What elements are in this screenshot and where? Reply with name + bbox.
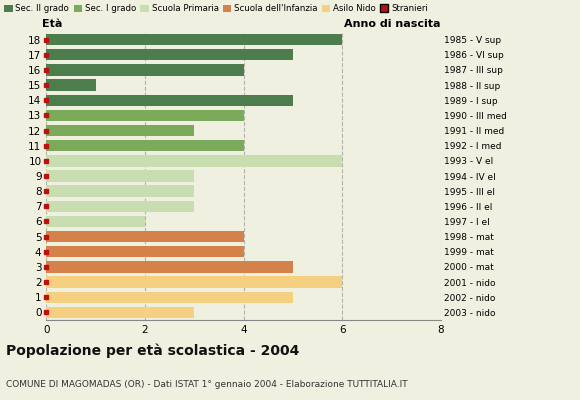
Bar — [46, 307, 194, 318]
Bar — [46, 186, 194, 197]
Bar — [46, 79, 96, 91]
Bar — [46, 276, 342, 288]
Bar — [46, 261, 293, 273]
Bar — [46, 64, 244, 76]
Text: Anno di nascita: Anno di nascita — [345, 19, 441, 29]
Bar — [46, 110, 244, 121]
Bar — [46, 94, 293, 106]
Text: Popolazione per età scolastica - 2004: Popolazione per età scolastica - 2004 — [6, 344, 299, 358]
Bar — [46, 216, 145, 227]
Bar — [46, 125, 194, 136]
Bar — [46, 246, 244, 258]
Bar — [46, 155, 342, 166]
Legend: Sec. II grado, Sec. I grado, Scuola Primaria, Scuola dell'Infanzia, Asilo Nido, : Sec. II grado, Sec. I grado, Scuola Prim… — [4, 4, 428, 13]
Text: Età: Età — [42, 19, 63, 29]
Bar — [46, 231, 244, 242]
Bar — [46, 292, 293, 303]
Bar — [46, 170, 194, 182]
Bar — [46, 49, 293, 60]
Text: COMUNE DI MAGOMADAS (OR) - Dati ISTAT 1° gennaio 2004 - Elaborazione TUTTITALIA.: COMUNE DI MAGOMADAS (OR) - Dati ISTAT 1°… — [6, 380, 407, 389]
Bar — [46, 201, 194, 212]
Bar — [46, 34, 342, 45]
Bar — [46, 140, 244, 151]
